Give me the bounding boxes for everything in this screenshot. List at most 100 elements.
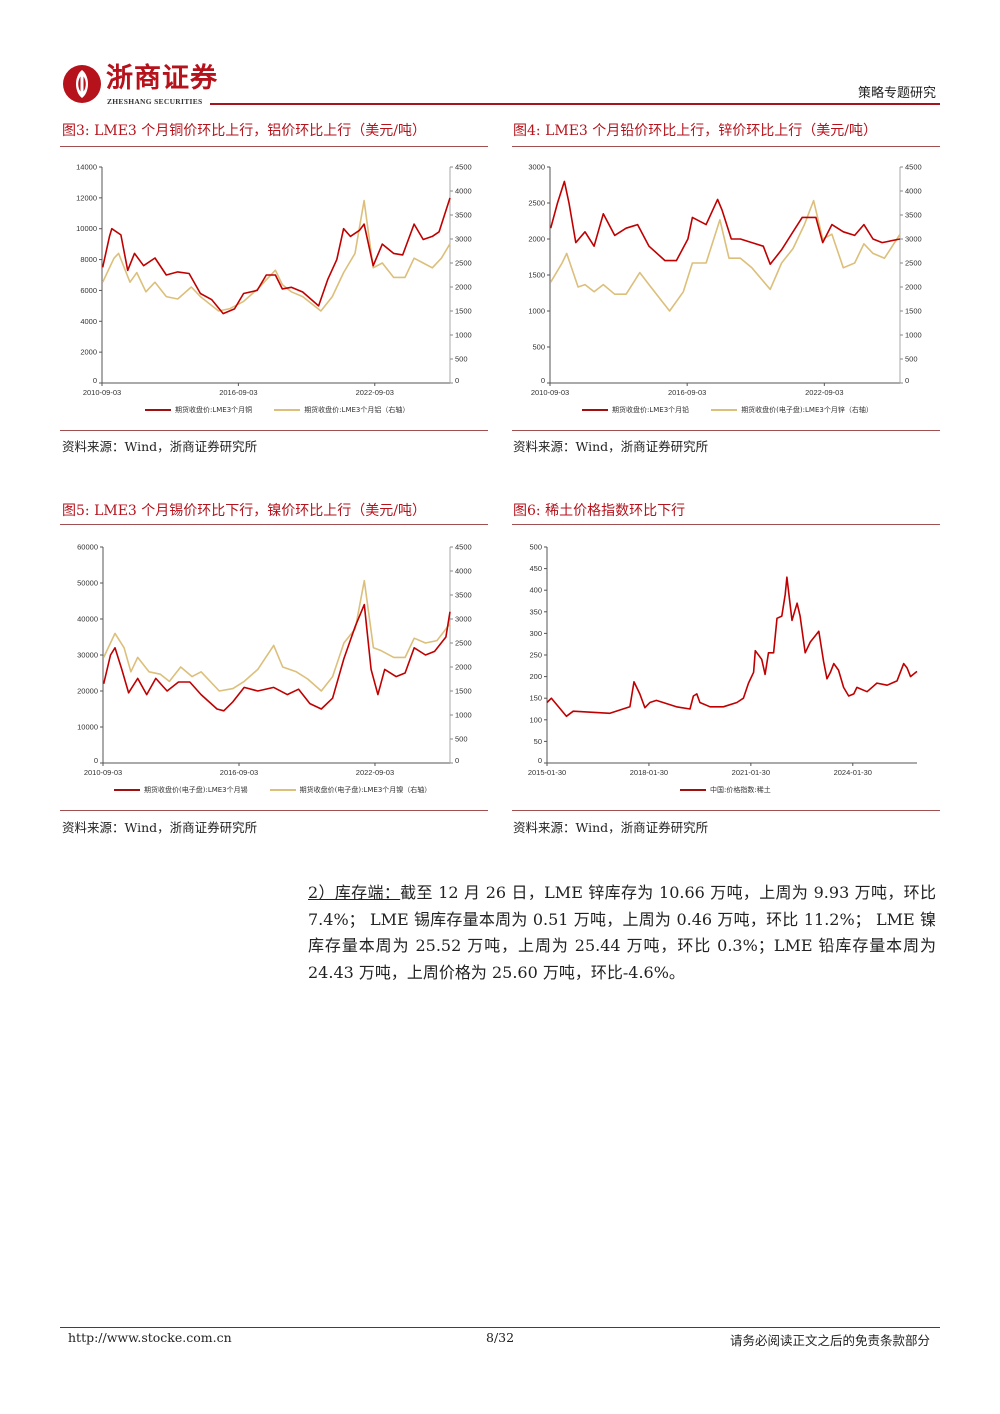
y2-tick-label: 2000 [455,283,472,292]
series-line [546,576,918,718]
y2-tick-label: 3500 [455,211,472,220]
chart-plot: 0 50 100 150 200 250 300 350 400 450 500 2015-01-30… [528,543,918,777]
y2-tick-label: 1500 [455,307,472,316]
y-tick-label: 200 [529,672,542,681]
y2-tick-label: 2000 [455,663,472,672]
chart-plot: 0 10000 20000 30000 40000 50000 60000 0 500 1000 1… [77,543,472,778]
y2-tick-label: 2500 [455,639,472,648]
chart-legend: 期货收盘价(电子盘):LME3个月锡 期货收盘价(电子盘):LME3个月镍（右轴… [114,785,431,795]
y-tick-label: 6000 [80,286,97,295]
y-tick-label: 0 [541,376,545,385]
x-tick-label: 2018-01-30 [630,768,668,777]
y-tick-label: 4000 [80,317,97,326]
website-link[interactable]: http://www.stocke.com.cn [68,1330,232,1345]
y2-tick-label: 3500 [455,591,472,600]
y2-tick-label: 4500 [905,163,922,172]
figure-3-top-rule [60,146,488,147]
figure-3-chart: 0 2000 4000 6000 8000 10000 12000 14000 0 500 1000… [60,155,488,420]
y2-tick-label: 0 [905,376,909,385]
y-tick-label: 250 [529,651,542,660]
y2-tick-label: 500 [455,735,468,744]
y-tick-label: 0 [93,376,97,385]
y-tick-label: 10000 [76,224,97,233]
figure-6-chart: 0 50 100 150 200 250 300 350 400 450 500 2015-01-30… [510,535,938,800]
y-tick-label: 150 [529,694,542,703]
y-tick-label: 3000 [528,163,545,172]
legend-swatch-rare-earth [680,789,706,791]
figure-6-title: 图6: 稀土价格指数环比下行 [513,503,686,519]
y2-tick-label: 2500 [905,259,922,268]
y-tick-label: 1500 [528,271,545,280]
y2-tick-label: 4000 [455,187,472,196]
figure-6-bottom-rule [512,810,940,811]
header-divider [210,103,940,105]
y-tick-label: 500 [532,343,545,352]
y-tick-label: 14000 [76,163,97,172]
y2-tick-label: 500 [905,355,918,364]
y2-tick-label: 4000 [455,567,472,576]
y-tick-label: 10000 [77,723,98,732]
legend-label: 期货收盘价:LME3个月铅 [612,406,690,414]
y-tick-label: 20000 [77,687,98,696]
figure-3-title: 图3: LME3 个月铜价环比上行，铝价环比上行（美元/吨） [62,123,426,139]
y-tick-label: 12000 [76,193,97,202]
chart-legend: 期货收盘价:LME3个月铜 期货收盘价:LME3个月铝（右轴） [145,405,409,415]
legend-label: 期货收盘价(电子盘):LME3个月锌（右轴） [741,406,873,414]
y2-tick-label: 4000 [905,187,922,196]
x-tick-label: 2022-09-03 [356,768,394,777]
y2-tick-label: 3500 [905,211,922,220]
y-tick-label: 2500 [528,199,545,208]
y-tick-label: 0 [94,756,98,765]
series-line [101,197,451,315]
figure-4-bottom-rule [512,430,940,431]
legend-swatch-aluminum [274,409,301,411]
figure-3-source: 资料来源：Wind，浙商证券研究所 [62,439,258,454]
y2-tick-label: 1500 [455,687,472,696]
series-line [549,180,901,265]
x-tick-label: 2016-09-03 [219,388,257,397]
legend-swatch-nickel [269,789,296,791]
y2-tick-label: 4500 [455,543,472,552]
y-tick-label: 50000 [77,579,98,588]
figure-5-title: 图5: LME3 个月锡价环比下行，镍价环比上行（美元/吨） [62,503,426,519]
y2-tick-label: 1000 [455,711,472,720]
chart-plot: 0 500 1000 1500 2000 2500 3000 0 500 1000 1500 2000… [528,163,922,398]
series-line [550,199,901,312]
legend-swatch-lead [582,409,608,411]
y-tick-label: 100 [529,715,542,724]
x-tick-label: 2022-09-03 [805,388,843,397]
y2-tick-label: 0 [455,756,459,765]
legend-swatch-zinc [711,409,738,411]
x-tick-label: 2024-01-30 [834,768,872,777]
y-tick-label: 1000 [528,307,545,316]
x-tick-label: 2010-09-03 [531,388,569,397]
chart-legend: 期货收盘价:LME3个月铅 期货收盘价(电子盘):LME3个月锌（右轴） [582,405,873,415]
y-tick-label: 50 [534,737,542,746]
y2-tick-label: 3000 [455,235,472,244]
y2-tick-label: 1000 [905,331,922,340]
legend-label: 期货收盘价(电子盘):LME3个月锡 [144,786,248,794]
y-tick-label: 2000 [80,348,97,357]
company-logo-english: ZHESHANG SECURITIES [107,97,203,106]
y-tick-label: 300 [529,629,542,638]
legend-label: 期货收盘价:LME3个月铝（右轴） [304,406,410,414]
y-tick-label: 2000 [528,235,545,244]
figure-6-top-rule [512,524,940,525]
legend-swatch-tin [114,789,140,791]
y-tick-label: 0 [538,756,542,765]
figure-5-bottom-rule [60,810,488,811]
x-tick-label: 2010-09-03 [84,768,122,777]
y2-tick-label: 0 [455,376,459,385]
y-tick-label: 400 [529,586,542,595]
page-number: 8/32 [486,1330,515,1345]
footer-divider [60,1327,940,1328]
zheshang-logo-icon [63,65,101,103]
legend-label: 期货收盘价:LME3个月铜 [175,406,253,414]
report-type: 策略专题研究 [857,86,936,101]
chart-plot: 0 2000 4000 6000 8000 10000 12000 14000 0 500 1000… [76,163,472,398]
y2-tick-label: 500 [455,355,468,364]
figure-4-source: 资料来源：Wind，浙商证券研究所 [513,439,709,454]
series-line [102,579,451,692]
x-tick-label: 2022-09-03 [356,388,394,397]
x-tick-label: 2010-09-03 [83,388,121,397]
